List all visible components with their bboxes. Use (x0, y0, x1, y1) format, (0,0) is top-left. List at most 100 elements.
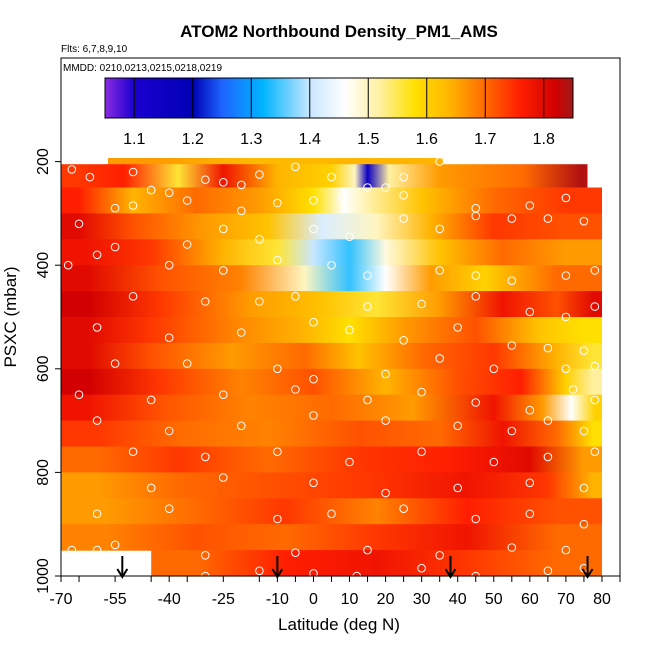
colorbar-tick-label: 1.8 (533, 131, 555, 148)
sample-point (237, 328, 246, 337)
heatmap-band (61, 394, 602, 422)
sample-point (182, 196, 192, 205)
sample-point (525, 307, 535, 317)
sample-point (110, 359, 120, 368)
sample-point (164, 188, 174, 197)
sample-point (273, 364, 282, 374)
sample-point (273, 514, 282, 524)
sample-point (128, 447, 138, 457)
heatmap-band (61, 317, 602, 344)
sample-point (291, 385, 300, 394)
sample-point (525, 478, 535, 488)
sample-point (471, 211, 481, 221)
x-tick-label: 60 (521, 591, 539, 608)
sample-point (579, 426, 589, 436)
heatmap-band (61, 187, 602, 214)
sample-point (327, 172, 336, 182)
sample-point (507, 426, 517, 436)
heatmap-band (61, 213, 602, 240)
sample-point (309, 374, 318, 384)
heatmap-band (151, 550, 602, 577)
sample-point (525, 509, 535, 519)
x-tick-label: -40 (158, 591, 181, 608)
heatmap-band (61, 164, 588, 189)
sample-point (146, 395, 156, 405)
heatmap-band (61, 498, 602, 525)
sample-point (255, 170, 264, 179)
sample-point (489, 457, 499, 467)
sample-point (63, 260, 73, 270)
sample-point (561, 271, 571, 280)
sample-point (507, 214, 517, 223)
sample-point (74, 219, 84, 229)
sample-point (182, 359, 192, 368)
sample-point (67, 165, 77, 174)
sample-point (309, 224, 318, 234)
sample-point (435, 551, 445, 560)
sample-point (110, 540, 120, 550)
sample-point (92, 509, 102, 519)
sample-point (237, 206, 246, 216)
sample-point (309, 196, 318, 205)
x-axis: -70 -55 -40 -25 -10 0 10 20 30 40 50 60 70 80 (49, 576, 621, 608)
sample-point (309, 411, 318, 420)
sample-point (471, 271, 481, 280)
sample-point (327, 509, 336, 519)
sample-point (363, 271, 372, 280)
sample-point (453, 421, 463, 431)
sample-point (164, 333, 174, 343)
sample-point (345, 232, 354, 241)
sample-point (399, 336, 408, 345)
colorbar: 1.1 1.2 1.3 1.4 1.5 1.6 1.7 1.8 (104, 77, 574, 148)
sample-point (309, 478, 318, 488)
sample-point (67, 545, 77, 555)
y-tick-label: 200 (35, 148, 52, 175)
sample-point (182, 240, 192, 249)
sample-point (255, 235, 264, 244)
sample-point (363, 395, 372, 405)
sample-point (327, 260, 336, 270)
sample-point (363, 302, 372, 311)
sample-point (110, 242, 120, 252)
sample-point (590, 395, 600, 405)
y-tick-label: 1000 (35, 558, 52, 594)
sample-point (381, 416, 390, 425)
sample-point (381, 183, 390, 192)
sample-point (489, 364, 499, 374)
sample-point (110, 203, 120, 213)
sample-point (237, 421, 246, 431)
sample-point (471, 292, 481, 301)
sample-point (128, 201, 138, 210)
sample-point (471, 398, 481, 407)
sample-point (201, 297, 210, 306)
sample-point (435, 354, 445, 363)
x-tick-label: 80 (593, 591, 611, 608)
sample-point (273, 198, 282, 208)
sample-point (435, 224, 445, 234)
sample-point (399, 214, 408, 223)
heatmap-band (61, 291, 602, 318)
heatmap-cells (61, 143, 602, 577)
sample-point (128, 167, 138, 177)
sample-point (543, 214, 553, 223)
heatmap-band (61, 420, 602, 448)
sample-point (255, 566, 264, 576)
sample-point (381, 369, 390, 379)
sample-point (201, 175, 210, 184)
sample-point (507, 341, 517, 350)
sample-point (590, 361, 600, 371)
x-tick-label: -70 (49, 591, 72, 608)
heatmap-band (61, 524, 602, 551)
x-tick-label: 0 (309, 591, 318, 608)
sample-point (237, 180, 246, 190)
y-axis: 200 400 600 800 1000 (35, 148, 61, 594)
sample-point (417, 447, 426, 457)
sample-point (255, 297, 264, 306)
y-tick-label: 600 (35, 355, 52, 382)
sample-point (92, 416, 102, 425)
arrow-marker (581, 556, 594, 579)
sample-point (273, 255, 282, 265)
sample-point (579, 216, 589, 226)
sample-point (417, 299, 426, 309)
